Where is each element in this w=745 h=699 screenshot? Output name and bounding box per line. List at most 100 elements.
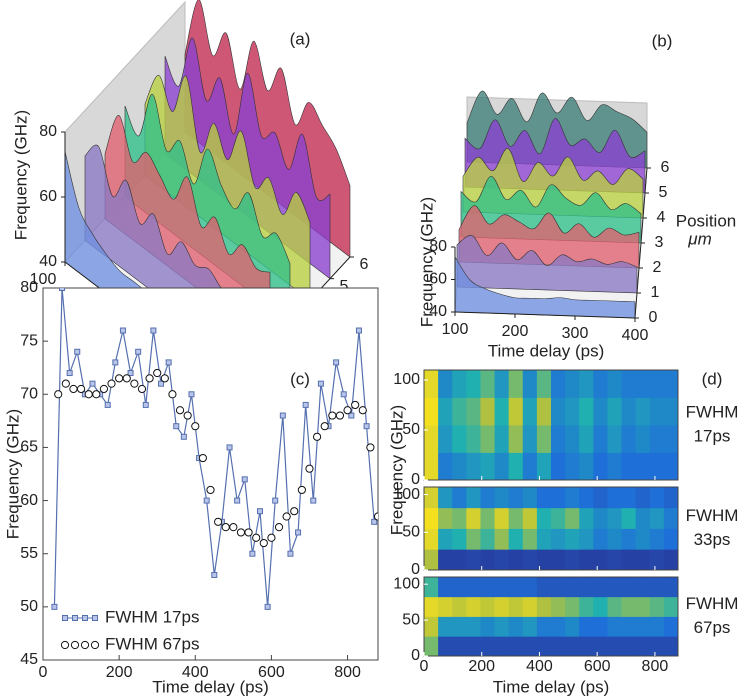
heat-cell bbox=[536, 577, 552, 598]
point bbox=[214, 517, 223, 526]
heat-cell bbox=[452, 507, 467, 529]
point bbox=[320, 422, 329, 431]
heat-cell bbox=[593, 596, 608, 617]
heat-cell bbox=[621, 452, 637, 481]
x-tick-label: 600 bbox=[584, 658, 611, 675]
x-axis-title: Time delay (ps) bbox=[488, 341, 605, 360]
point bbox=[355, 327, 362, 334]
heat-cell bbox=[466, 425, 481, 453]
point bbox=[282, 512, 291, 521]
point bbox=[351, 400, 360, 410]
point bbox=[150, 327, 157, 334]
heat-cell bbox=[551, 549, 566, 571]
heat-cell bbox=[536, 549, 552, 571]
x-tick-label: 400 bbox=[182, 664, 209, 681]
heat-cell bbox=[579, 616, 594, 637]
point bbox=[221, 523, 230, 532]
heat-cell bbox=[649, 370, 665, 398]
heat-cell bbox=[663, 507, 679, 529]
heat-cell bbox=[424, 636, 439, 657]
heat-cell bbox=[593, 370, 608, 398]
plot-frame bbox=[423, 369, 679, 481]
point bbox=[158, 380, 165, 387]
point bbox=[373, 512, 378, 521]
heat-cell bbox=[565, 616, 580, 637]
heat-cell bbox=[551, 487, 566, 509]
heat-cell bbox=[522, 425, 538, 453]
heat-cell bbox=[635, 636, 651, 657]
heat-cell bbox=[438, 596, 453, 617]
legend-marker bbox=[80, 640, 90, 650]
heat-cell bbox=[480, 528, 495, 550]
heat-cell bbox=[508, 370, 524, 398]
heat-cell bbox=[438, 528, 453, 550]
point bbox=[206, 485, 215, 495]
heat-cell bbox=[494, 487, 510, 509]
y-tick-label: 80 bbox=[20, 279, 38, 296]
heat-cell bbox=[480, 577, 495, 598]
heat-cell bbox=[480, 397, 495, 426]
heat-cell bbox=[579, 487, 594, 509]
heat-cell bbox=[593, 507, 608, 529]
heat-cell bbox=[649, 425, 665, 453]
heat-cell bbox=[424, 528, 439, 550]
z-tick-label: 1 bbox=[651, 284, 660, 301]
y-tick-label: 60 bbox=[429, 271, 447, 288]
heat-cell bbox=[565, 397, 580, 426]
heat-cell bbox=[438, 425, 453, 453]
heat-cell bbox=[621, 487, 637, 509]
point bbox=[175, 406, 185, 415]
x-axis bbox=[454, 311, 636, 319]
heat-cell bbox=[424, 425, 439, 453]
heat-cell bbox=[536, 370, 552, 398]
legend-label: FWHM 17ps bbox=[105, 607, 199, 626]
heat-cell bbox=[593, 577, 608, 598]
heat-cell bbox=[452, 487, 467, 509]
point bbox=[340, 391, 347, 398]
heat-cell bbox=[508, 452, 524, 481]
heat-cell bbox=[508, 577, 524, 598]
heat-cell bbox=[635, 549, 651, 571]
ridge bbox=[456, 235, 638, 294]
panel-note: FWHM bbox=[686, 594, 739, 613]
heat-cell bbox=[494, 549, 510, 571]
heat-cell bbox=[466, 507, 481, 529]
heat-cell bbox=[649, 528, 665, 550]
heat-cell bbox=[424, 397, 439, 426]
point bbox=[142, 401, 149, 408]
heat-cell bbox=[466, 452, 481, 481]
heat-cell bbox=[607, 452, 622, 481]
heat-cell bbox=[607, 549, 622, 571]
heat-cell bbox=[565, 487, 580, 509]
plot-area bbox=[51, 288, 378, 610]
heat-cell bbox=[551, 370, 566, 398]
heat-cell bbox=[452, 452, 467, 481]
heat-cell bbox=[522, 577, 538, 598]
point bbox=[145, 374, 154, 383]
panel-label: (d) bbox=[702, 369, 723, 388]
point bbox=[135, 348, 142, 355]
heat-cell bbox=[649, 397, 665, 426]
z-axis-title: Position bbox=[676, 211, 736, 230]
point bbox=[259, 538, 268, 548]
point bbox=[302, 401, 309, 408]
heat-cell bbox=[635, 425, 651, 453]
heat-cell bbox=[424, 507, 439, 529]
heat-cell bbox=[551, 507, 566, 529]
ridge bbox=[104, 115, 271, 345]
heat-cell bbox=[452, 549, 467, 571]
heat-cell bbox=[607, 616, 622, 637]
y-tick-label: 50 bbox=[20, 598, 38, 615]
legend-marker bbox=[60, 640, 70, 650]
heat-cell bbox=[593, 397, 608, 426]
heat-cell bbox=[494, 370, 510, 398]
legend-marker bbox=[82, 615, 88, 621]
heat-cell bbox=[607, 425, 622, 453]
legend-marker bbox=[70, 640, 80, 650]
heat-cell bbox=[522, 616, 538, 637]
heat-cell bbox=[438, 636, 453, 657]
point bbox=[59, 288, 66, 291]
y-tick-label: 75 bbox=[20, 332, 38, 349]
point bbox=[51, 603, 58, 610]
heat-cell bbox=[522, 452, 538, 481]
